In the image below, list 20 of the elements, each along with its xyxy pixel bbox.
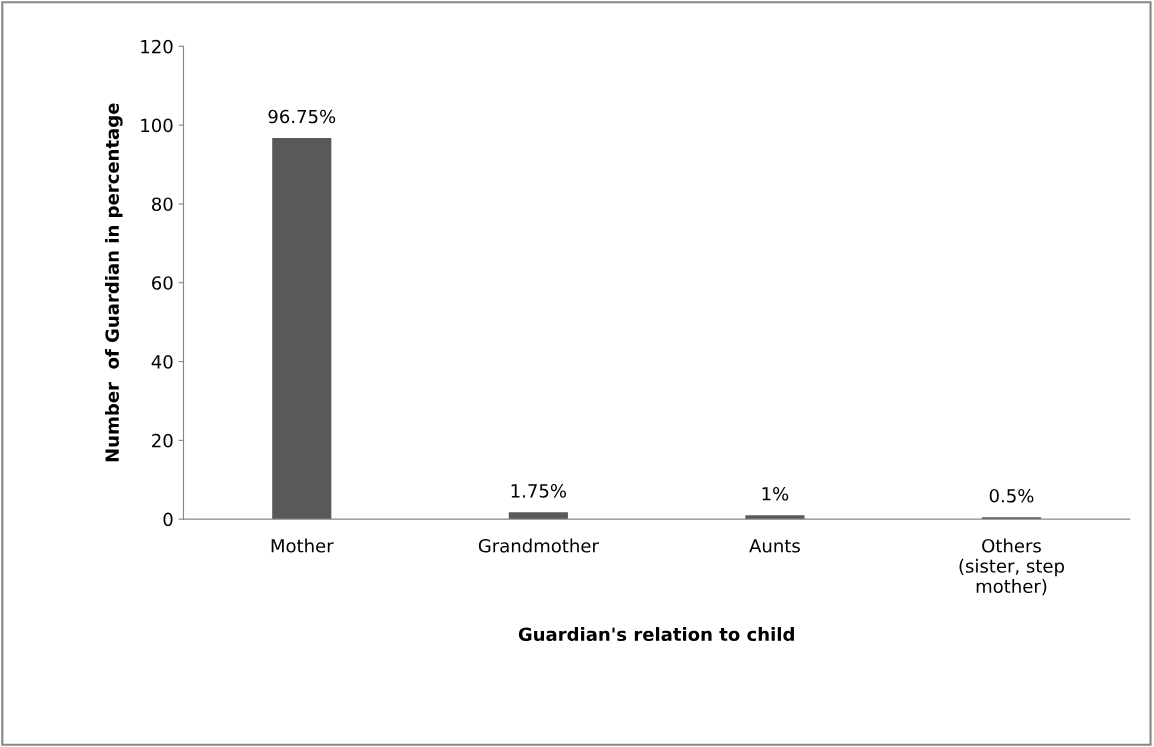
x-axis-title: Guardian's relation to child bbox=[518, 627, 794, 642]
data-label: 1% bbox=[762, 486, 789, 501]
data-label: 96.75% bbox=[268, 109, 336, 124]
bar bbox=[745, 515, 805, 520]
y-tick-label: 0 bbox=[163, 512, 173, 527]
x-tick-label: Grandmother bbox=[478, 538, 599, 553]
bar bbox=[272, 137, 332, 520]
y-tick-label: 80 bbox=[152, 197, 173, 212]
y-tick-label: 20 bbox=[152, 433, 173, 448]
bar bbox=[508, 512, 568, 520]
y-tick-label: 60 bbox=[152, 276, 173, 290]
y-tick-label: 40 bbox=[151, 355, 173, 369]
data-label: 1.75% bbox=[511, 484, 567, 498]
x-tick-label: Aunts bbox=[749, 539, 800, 553]
y-tick-label: 100 bbox=[141, 118, 173, 133]
x-tick-label: Mother bbox=[271, 538, 334, 553]
y-axis-title: Number of Guardian in percentage bbox=[105, 103, 123, 462]
x-tick-label: Others (sister, step mother) bbox=[959, 538, 1065, 596]
data-label: 0.5% bbox=[989, 488, 1034, 503]
y-tick-label: 120 bbox=[141, 39, 173, 54]
